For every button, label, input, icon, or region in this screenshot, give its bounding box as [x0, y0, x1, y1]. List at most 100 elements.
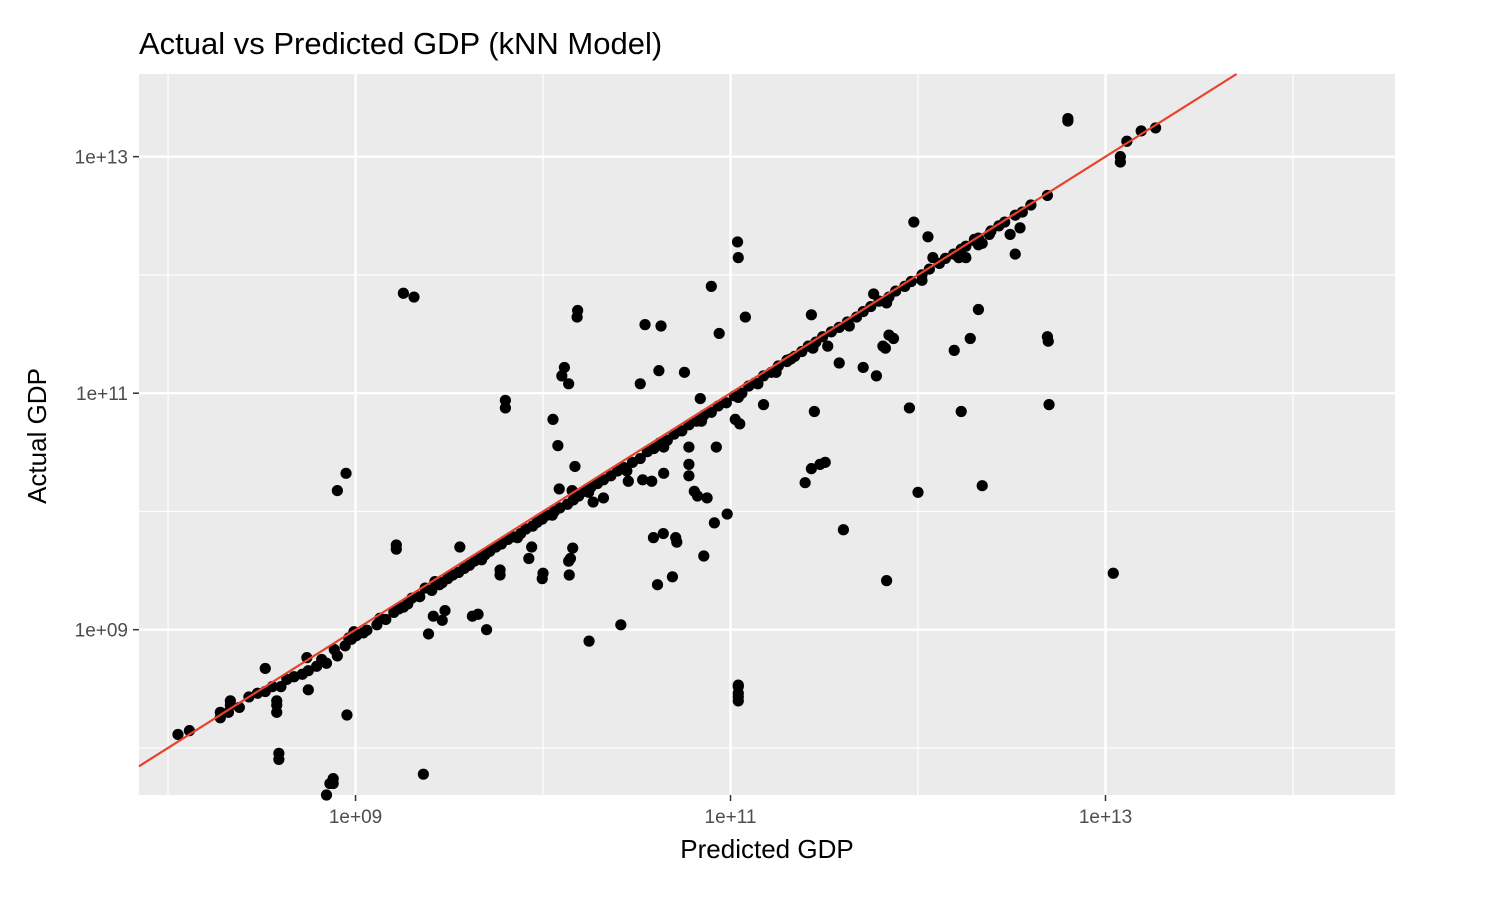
data-point — [713, 327, 725, 340]
data-point — [316, 653, 328, 666]
data-point — [436, 614, 448, 626]
data-point — [666, 571, 679, 583]
data-point — [591, 477, 604, 490]
data-point — [552, 440, 564, 452]
data-point — [964, 332, 976, 345]
data-point — [658, 441, 670, 453]
data-point — [1014, 222, 1026, 234]
y-tick-label: 1e+09 — [75, 621, 128, 642]
data-point — [648, 442, 660, 455]
data-point — [302, 684, 314, 696]
data-point — [922, 231, 934, 243]
data-point — [499, 394, 511, 406]
data-point — [634, 378, 646, 390]
data-point — [972, 303, 985, 316]
data-point — [1149, 122, 1162, 134]
data-point — [475, 554, 488, 566]
data-point — [916, 274, 928, 286]
data-point — [647, 532, 660, 544]
data-point — [582, 486, 595, 498]
data-point — [472, 608, 484, 620]
data-point — [683, 441, 695, 453]
x-tick-label: 1e+13 — [1079, 807, 1132, 828]
data-point — [887, 332, 900, 345]
data-point — [397, 601, 409, 613]
data-point — [639, 319, 651, 331]
data-point — [327, 777, 339, 790]
data-point — [1043, 399, 1055, 411]
data-point — [927, 252, 939, 264]
data-point — [397, 287, 409, 299]
data-point — [678, 366, 691, 378]
data-point — [752, 378, 764, 390]
data-point — [708, 517, 720, 529]
data-point — [960, 252, 972, 264]
data-point — [569, 460, 581, 473]
data-point — [976, 480, 988, 492]
data-point — [563, 569, 575, 581]
data-point — [597, 492, 610, 504]
data-point — [422, 628, 435, 640]
data-point — [808, 405, 820, 418]
data-point — [770, 366, 782, 378]
data-point — [731, 236, 744, 248]
data-point — [301, 652, 313, 664]
data-point — [912, 486, 924, 498]
data-point — [328, 643, 340, 656]
data-point — [480, 624, 493, 636]
data-point — [720, 397, 732, 409]
data-point — [710, 441, 722, 453]
data-point — [556, 370, 568, 382]
major-gridlines — [139, 74, 1395, 795]
x-axis-title: Predicted GDP — [680, 834, 853, 864]
data-point — [1016, 206, 1028, 218]
data-point — [843, 320, 855, 332]
data-point — [224, 695, 236, 707]
data-point — [732, 252, 744, 264]
data-point — [572, 304, 584, 317]
data-point — [1062, 112, 1074, 125]
data-point — [976, 237, 988, 249]
data-point — [822, 340, 834, 352]
data-point — [523, 552, 535, 565]
data-point — [273, 753, 285, 766]
data-point — [805, 309, 817, 321]
data-point — [676, 425, 688, 437]
data-point — [657, 527, 669, 540]
data-point — [281, 673, 293, 685]
data-point — [340, 467, 352, 479]
data-point — [302, 665, 314, 677]
data-point — [881, 575, 893, 587]
data-point — [621, 465, 633, 477]
data-point — [357, 627, 369, 639]
data-point — [807, 342, 819, 354]
data-point — [622, 475, 634, 487]
data-point — [453, 566, 465, 579]
data-point — [567, 494, 579, 506]
data-point — [658, 467, 670, 479]
data-point — [271, 695, 283, 707]
data-point — [427, 610, 439, 622]
data-point — [605, 470, 617, 482]
data-point — [691, 490, 704, 502]
data-point — [563, 378, 575, 390]
data-point — [583, 635, 595, 647]
data-point — [695, 413, 708, 426]
data-point — [637, 474, 649, 486]
data-point — [495, 538, 508, 550]
y-axis-title: Actual GDP — [22, 368, 52, 504]
data-point — [1042, 335, 1054, 347]
plot-panel — [139, 74, 1395, 795]
data-point — [868, 288, 880, 300]
data-point — [879, 342, 892, 354]
data-point — [259, 662, 271, 675]
data-point — [554, 502, 566, 514]
data-point — [520, 523, 532, 535]
data-point — [494, 564, 506, 576]
x-tick-label: 1e+09 — [329, 807, 382, 828]
data-point — [417, 768, 429, 780]
data-point — [331, 485, 343, 497]
data-point — [653, 365, 665, 377]
data-point — [881, 297, 893, 309]
data-point — [721, 508, 733, 520]
